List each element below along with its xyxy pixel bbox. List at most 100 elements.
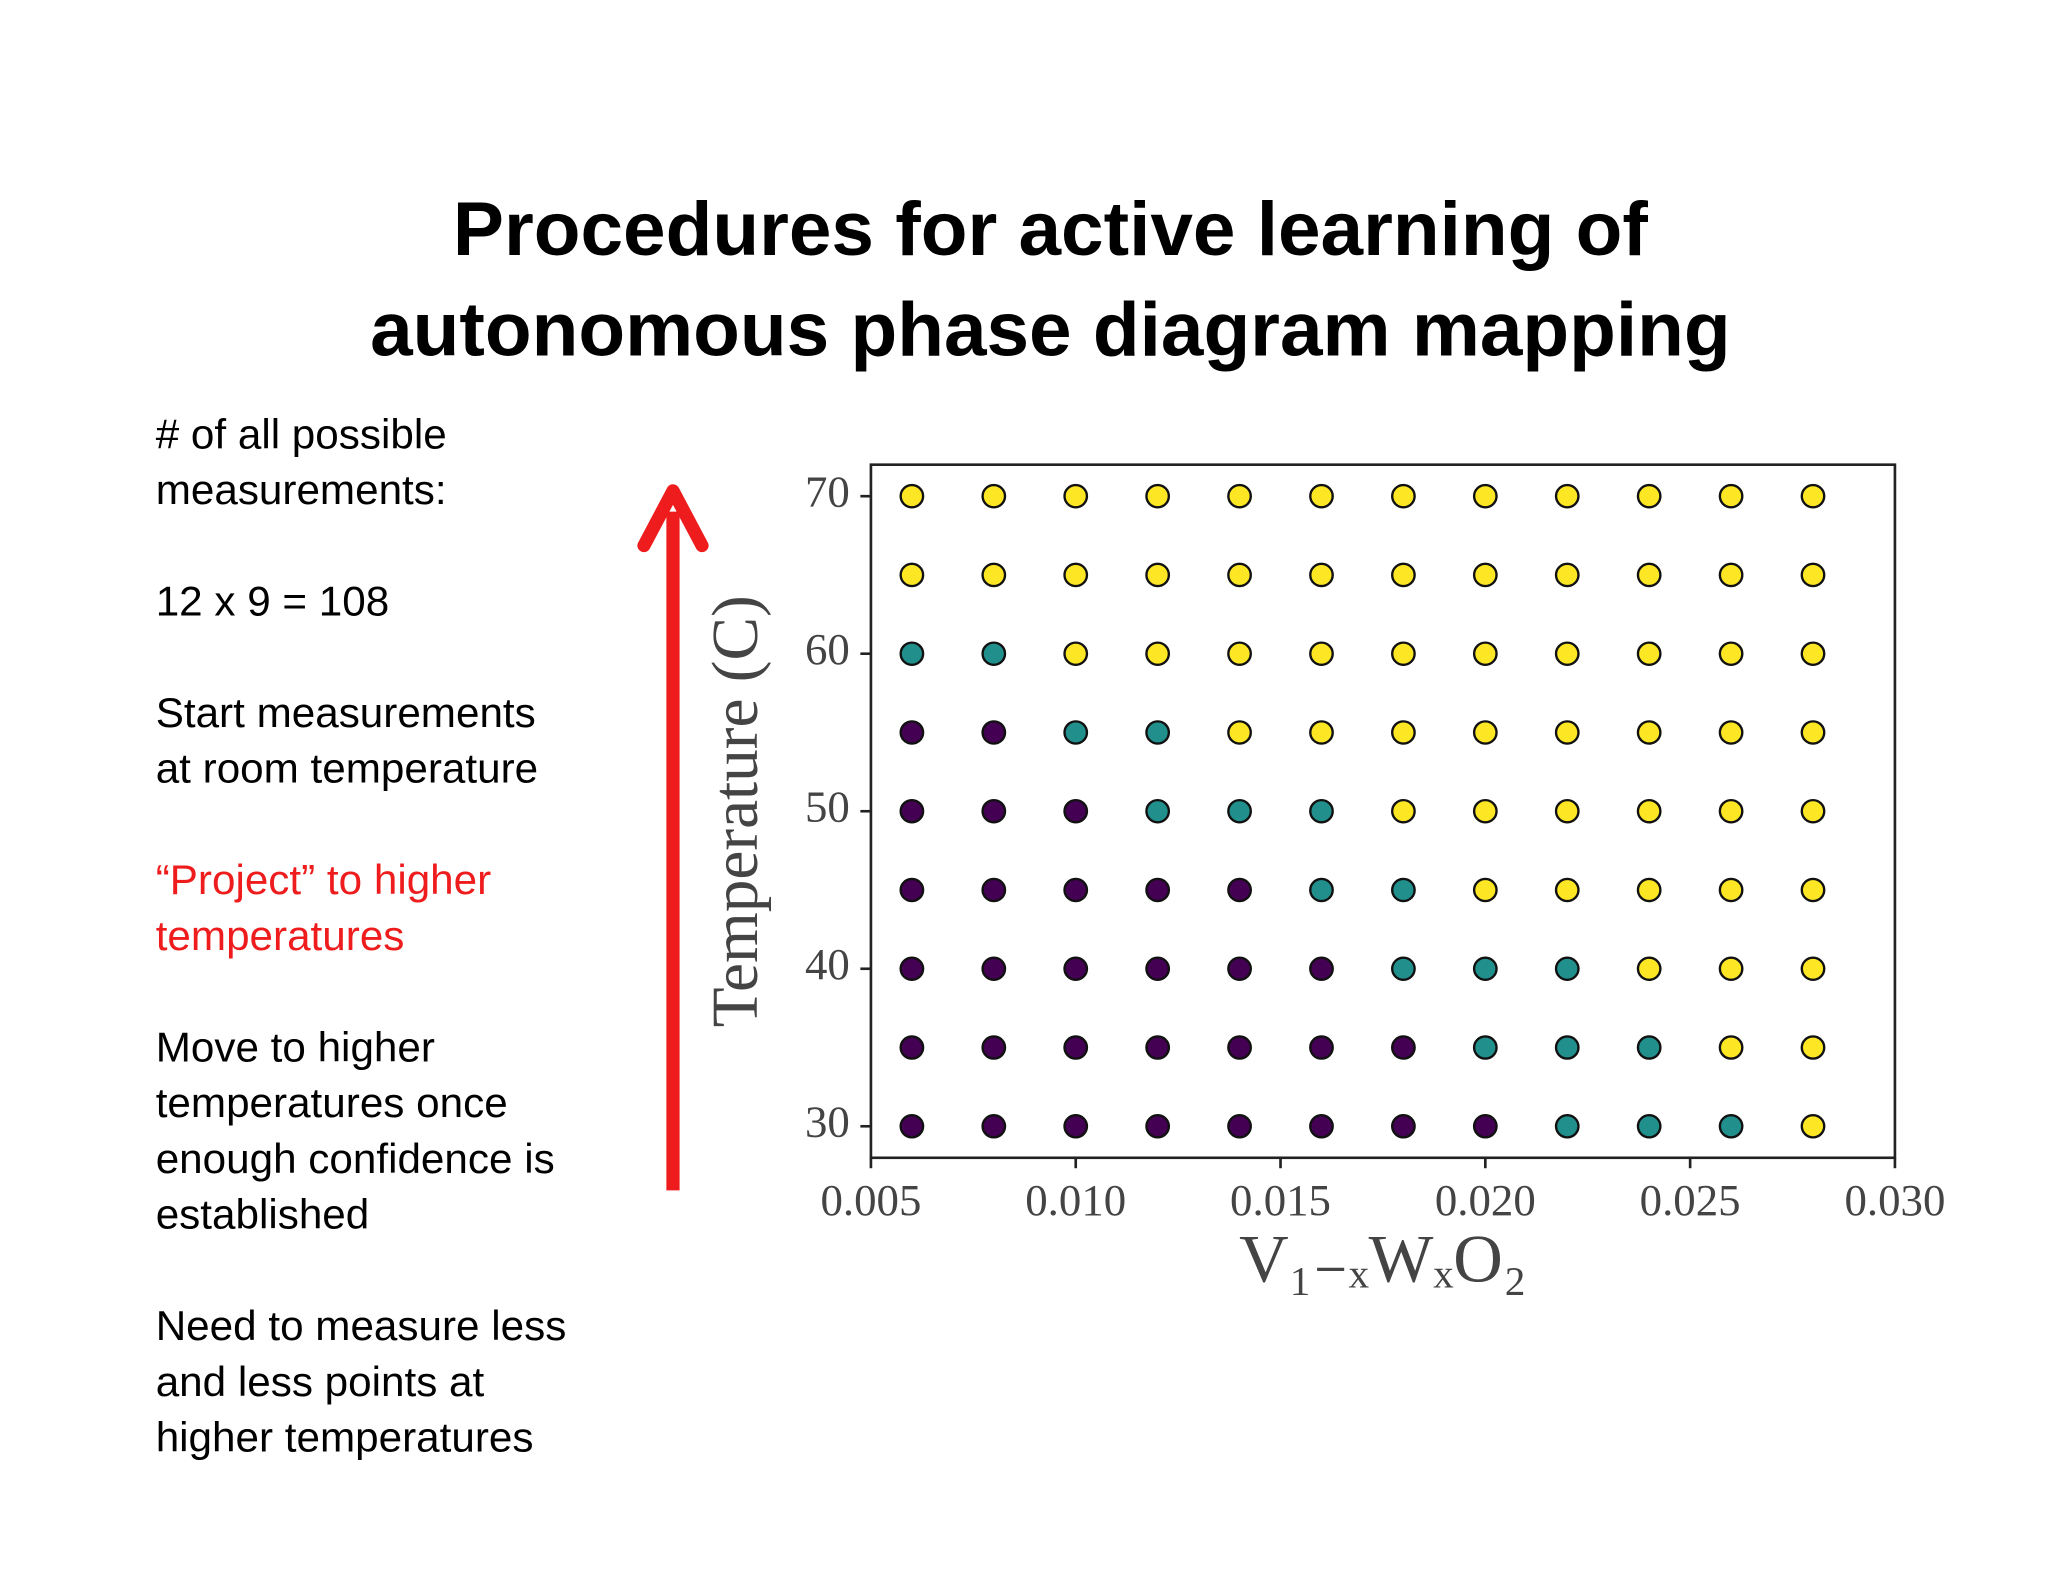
- point: [1554, 720, 1580, 745]
- y-tick-label: 30: [805, 1097, 850, 1147]
- note-line: and less points at: [156, 1358, 485, 1405]
- point: [899, 1114, 925, 1139]
- point: [1063, 877, 1089, 903]
- note-line: temperatures once: [156, 1079, 508, 1126]
- point: [1227, 798, 1252, 824]
- point: [1718, 483, 1744, 509]
- point: [981, 1035, 1007, 1060]
- point: [1472, 877, 1498, 903]
- point: [899, 641, 925, 666]
- slide-title: Procedures for active learning of: [453, 187, 1649, 272]
- point: [1800, 1114, 1826, 1139]
- point: [1472, 1035, 1498, 1060]
- point: [1145, 798, 1171, 824]
- point: [899, 483, 925, 509]
- point: [1718, 798, 1744, 824]
- point: [1636, 562, 1662, 588]
- point: [1391, 641, 1416, 666]
- point: [1800, 720, 1826, 745]
- note-line: Start measurements: [156, 689, 536, 736]
- note-line: measurements:: [156, 466, 447, 513]
- point: [1227, 1035, 1252, 1060]
- point: [1309, 877, 1334, 903]
- point: [1636, 483, 1662, 509]
- point: [1636, 956, 1662, 982]
- point: [1227, 956, 1252, 982]
- point: [1472, 562, 1498, 588]
- point: [1554, 798, 1580, 824]
- point: [899, 720, 925, 745]
- note-line: “Project” to higher: [156, 856, 492, 903]
- x-axis-label: V₁₋ₓWₓO₂: [1239, 1221, 1527, 1297]
- point: [1063, 483, 1089, 509]
- point: [1554, 483, 1580, 509]
- point: [1800, 641, 1826, 666]
- point: [1227, 483, 1252, 509]
- point: [1309, 483, 1334, 509]
- point: [1718, 562, 1744, 588]
- point: [1800, 877, 1826, 903]
- point: [1800, 562, 1826, 588]
- point: [1145, 1035, 1171, 1060]
- point: [981, 562, 1007, 588]
- x-tick-label: 0.030: [1844, 1175, 1945, 1225]
- point: [1472, 956, 1498, 982]
- point: [1636, 720, 1662, 745]
- point: [1800, 798, 1826, 824]
- point: [1145, 877, 1171, 903]
- point: [1718, 877, 1744, 903]
- point: [899, 798, 925, 824]
- y-axis-label: Temperature (C): [699, 595, 771, 1027]
- point: [1718, 956, 1744, 982]
- note-line: enough confidence is: [156, 1135, 555, 1182]
- point: [1145, 956, 1171, 982]
- point: [1145, 1114, 1171, 1139]
- point: [1227, 720, 1252, 745]
- point: [1636, 641, 1662, 666]
- point: [981, 483, 1007, 509]
- x-tick-label: 0.025: [1640, 1175, 1741, 1225]
- point: [1554, 641, 1580, 666]
- point: [1800, 1035, 1826, 1060]
- arrow-head: [637, 484, 709, 553]
- point: [1309, 1114, 1334, 1139]
- point: [1554, 1035, 1580, 1060]
- x-tick-label: 0.020: [1435, 1175, 1536, 1225]
- point: [1718, 1035, 1744, 1060]
- point: [1063, 641, 1089, 666]
- note-line: established: [156, 1191, 370, 1238]
- x-tick-label: 0.005: [820, 1175, 921, 1225]
- point: [1063, 956, 1089, 982]
- note-line: # of all possible: [156, 411, 447, 458]
- point: [1145, 562, 1171, 588]
- point: [981, 641, 1007, 666]
- note-line: at room temperature: [156, 745, 538, 792]
- point: [1636, 877, 1662, 903]
- point: [1718, 641, 1744, 666]
- point: [1391, 562, 1416, 588]
- point: [1145, 483, 1171, 509]
- point: [981, 956, 1007, 982]
- point: [1636, 798, 1662, 824]
- point: [1554, 562, 1580, 588]
- x-tick-label: 0.010: [1025, 1175, 1126, 1225]
- note-line: higher temperatures: [156, 1414, 534, 1461]
- y-tick-label: 60: [805, 624, 850, 674]
- point: [1800, 483, 1826, 509]
- point: [1472, 483, 1498, 509]
- point: [981, 1114, 1007, 1139]
- point: [1472, 720, 1498, 745]
- point: [1063, 1114, 1089, 1139]
- point: [1145, 720, 1171, 745]
- point: [1472, 641, 1498, 666]
- point: [1391, 483, 1416, 509]
- y-tick-label: 40: [805, 939, 850, 989]
- point: [1472, 798, 1498, 824]
- point: [981, 877, 1007, 903]
- point: [1063, 798, 1089, 824]
- point: [1309, 641, 1334, 666]
- point: [1063, 1035, 1089, 1060]
- point: [1391, 720, 1416, 745]
